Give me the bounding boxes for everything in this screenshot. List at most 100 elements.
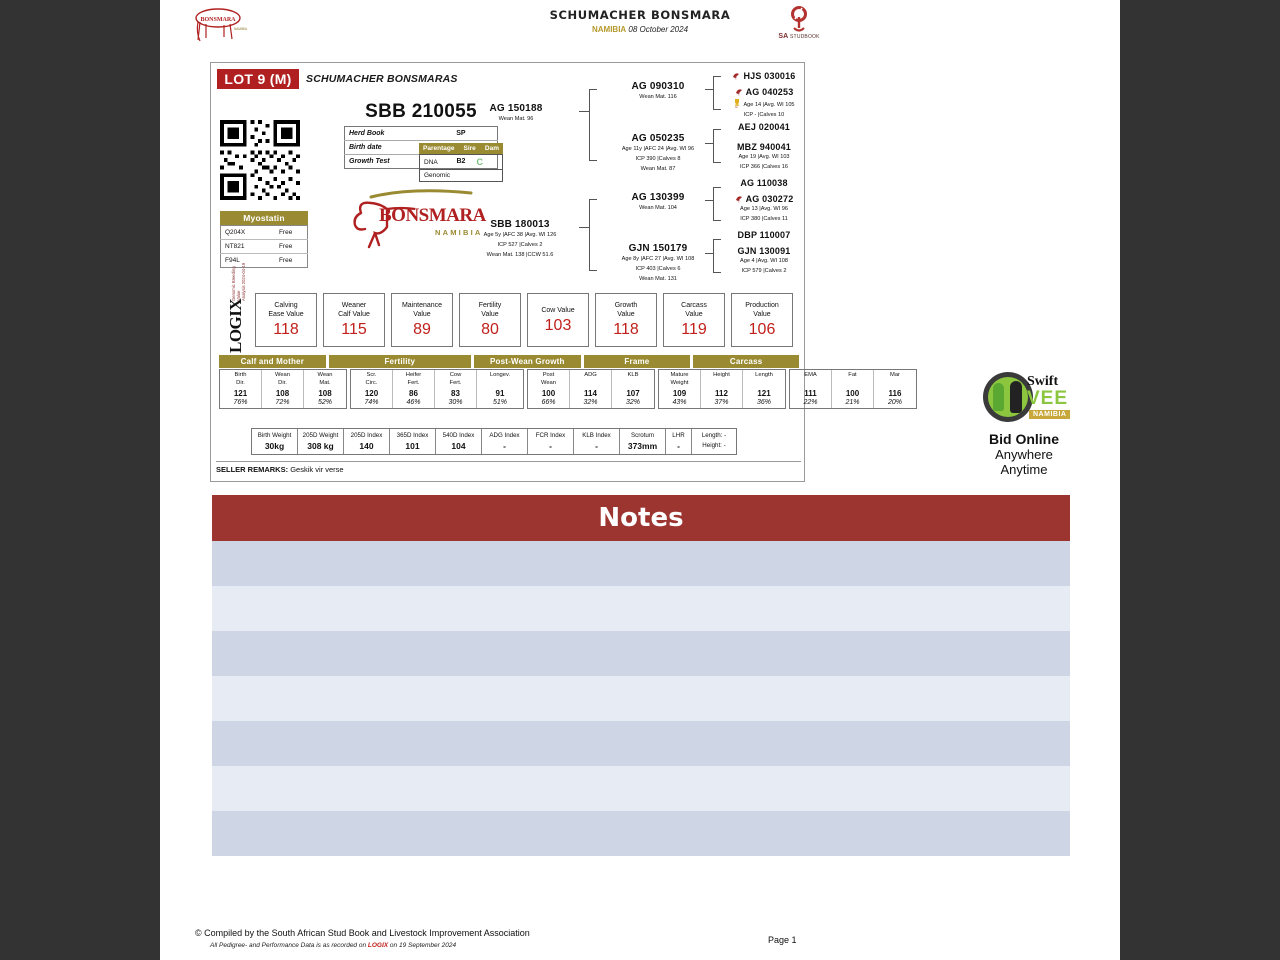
weight-label: 205D Index: [350, 432, 383, 439]
value-label: Carcass: [681, 302, 707, 309]
svg-text:T: T: [738, 93, 740, 97]
trait-accuracy: 52%: [317, 399, 332, 406]
trait-label: [477, 380, 523, 388]
info-label: Herd Book: [344, 126, 425, 141]
footer-logix-label: LOGIX: [367, 942, 389, 949]
header-titleblock: SCHUMACHER BONSMARA NAMIBIA 08 October 2…: [160, 8, 1120, 34]
trait-label: ADG: [584, 372, 597, 378]
pedigree-dam: SBB 180013 Age 5y |AFC 38 |Avg. WI 126 I…: [461, 219, 579, 260]
swiftvee-promo[interactable]: Swift VEE NAMIBIA Bid Online Anywhere An…: [960, 372, 1088, 477]
breeder-name: SCHUMACHER BONSMARAS: [306, 73, 458, 85]
trait-cell-height: Height 112 37%: [701, 370, 743, 408]
logix-value-production: Production Value 106: [731, 293, 793, 347]
parentage-label: DNA: [419, 154, 470, 170]
parentage-dam-value: [490, 154, 503, 170]
weight-label: Scrotum: [630, 432, 655, 439]
logix-value-maintenance: Maintenance Value 89: [391, 293, 453, 347]
parentage-panel: Parentage Sire Dam DNA C Genomic: [419, 143, 503, 182]
pedigree-name: AG 050235: [631, 133, 685, 144]
footer-subnote-prefix: All Pedigree- and Performance Data is as…: [210, 942, 368, 949]
weight-value: -: [677, 441, 680, 451]
note-line[interactable]: [212, 631, 1070, 676]
pedigree-detail: Age 13 |Avg. WI 96: [740, 206, 788, 212]
trait-label: Wean: [540, 379, 557, 386]
value-number: 118: [613, 321, 639, 338]
note-line[interactable]: [212, 811, 1070, 856]
trait-cell-scr-circ: Scr. Circ. 120 74%: [351, 370, 393, 408]
document-page: BONSMARA NAMIBIA SCHUMACHER BONSMARA NAM…: [160, 0, 1120, 960]
weight-value: -: [503, 441, 506, 451]
logix-value-carcass: Carcass Value 119: [663, 293, 725, 347]
sa-studbook-logo-icon: SA STUDBOOK: [768, 6, 830, 46]
pedigree-bracket: [589, 89, 597, 161]
note-line[interactable]: [212, 586, 1070, 631]
trait-value: 100: [541, 389, 556, 398]
trait-block-calf-and-mother: Birth Dir. 121 76% Wean Dir. 108 72% Wea…: [219, 369, 347, 409]
trait-group-frame: Frame: [583, 355, 691, 368]
note-line[interactable]: [212, 541, 1070, 586]
pedigree-gen3-node: DBP 110007: [723, 230, 805, 240]
trait-label: KLB: [627, 372, 639, 378]
trait-group-calf-and-mother: Calf and Mother: [219, 355, 326, 368]
pedigree-detail: ICP 390 |Calves 8: [635, 156, 681, 162]
trait-block-carcass: EMA 111 22% Fat 100 21% Mar 11: [789, 369, 917, 409]
pedigree-gen2-node: AG 050235 Age 11y |AFC 24 |Avg. WI 96 IC…: [597, 133, 719, 174]
trait-accuracy: 76%: [233, 399, 248, 406]
parentage-sire-col: Sire: [463, 145, 476, 152]
swiftvee-brand-swift: Swift: [1027, 374, 1059, 389]
value-label: Ease Value: [268, 311, 304, 318]
trait-cell-mature-weight: Mature Weight 109 43%: [659, 370, 701, 408]
trait-value: 114: [584, 389, 597, 398]
value-label: Value: [685, 311, 703, 318]
trait-label: Mar: [890, 372, 900, 378]
trait-label: Wean: [317, 372, 333, 378]
qr-code-icon[interactable]: [220, 120, 300, 200]
table-row: F94L Free: [221, 254, 308, 268]
note-line[interactable]: [212, 721, 1070, 766]
pedigree-sire: AG 150188 Wean Mat. 96: [461, 103, 571, 124]
trait-cell-mar: Mar 116 20%: [874, 370, 916, 408]
note-line[interactable]: [212, 766, 1070, 811]
notes-section: Notes: [212, 495, 1070, 856]
svg-text:NAMIBIA: NAMIBIA: [234, 27, 248, 31]
myostatin-marker: NT821: [220, 239, 257, 254]
weight-value: -: [549, 441, 552, 451]
trait-value: 111: [804, 389, 817, 398]
weight-value: 104: [451, 441, 466, 451]
trait-value: 112: [715, 389, 728, 398]
weight-cell-fcr-index: FCR Index -: [528, 429, 574, 454]
svg-text:T: T: [738, 200, 740, 204]
myostatin-status: Free: [256, 225, 308, 240]
trait-value: 83: [451, 389, 460, 398]
weight-value: 308 kg: [307, 441, 334, 451]
swiftvee-namibia-badge: NAMIBIA: [1029, 410, 1071, 419]
seller-remarks-text: Geskik vir verse: [290, 465, 344, 474]
logix-value-growth: Growth Value 118: [595, 293, 657, 347]
trait-label: Circ.: [365, 379, 378, 386]
weight-label: LHR: [672, 432, 685, 439]
value-label: Value: [753, 311, 771, 318]
pedigree-gen3-node: T HJS 030016: [723, 71, 805, 81]
swiftvee-brand-vee: VEE: [1027, 388, 1069, 409]
info-value: SP: [424, 126, 498, 141]
pedigree-name-row: T AG 040253: [723, 87, 805, 97]
lot-number-badge: LOT 9 (M): [217, 69, 299, 89]
trait-cell-fat: Fat 100 21%: [832, 370, 874, 408]
trait-value: 86: [409, 389, 418, 398]
bonsmara-logo-icon: BONSMARA NAMIBIA: [190, 6, 252, 44]
trait-accuracy: 72%: [275, 399, 290, 406]
pedigree-name: AG 110038: [740, 178, 788, 188]
weight-cell-lhr: LHR -: [666, 429, 692, 454]
parentage-sire-value: [469, 170, 490, 182]
pedigree-gen3-node: T AG 030272 Age 13 |Avg. WI 96 ICP 380 |…: [723, 194, 805, 224]
value-label: Production: [745, 302, 779, 309]
swiftvee-line2: Anywhere: [995, 447, 1053, 462]
logix-value-cow: Cow Value 103: [527, 293, 589, 347]
weight-cell-205d-index: 205D Index 140: [344, 429, 390, 454]
note-line[interactable]: [212, 676, 1070, 721]
pedigree-name: AG 030272: [745, 194, 794, 204]
bonsmara-brand-logo-icon: BONSMARA NAMIBIA: [331, 183, 511, 255]
pedigree-bracket: [713, 76, 721, 110]
pedigree-name: HJS 030016: [743, 71, 796, 81]
trait-value: 91: [495, 389, 505, 398]
